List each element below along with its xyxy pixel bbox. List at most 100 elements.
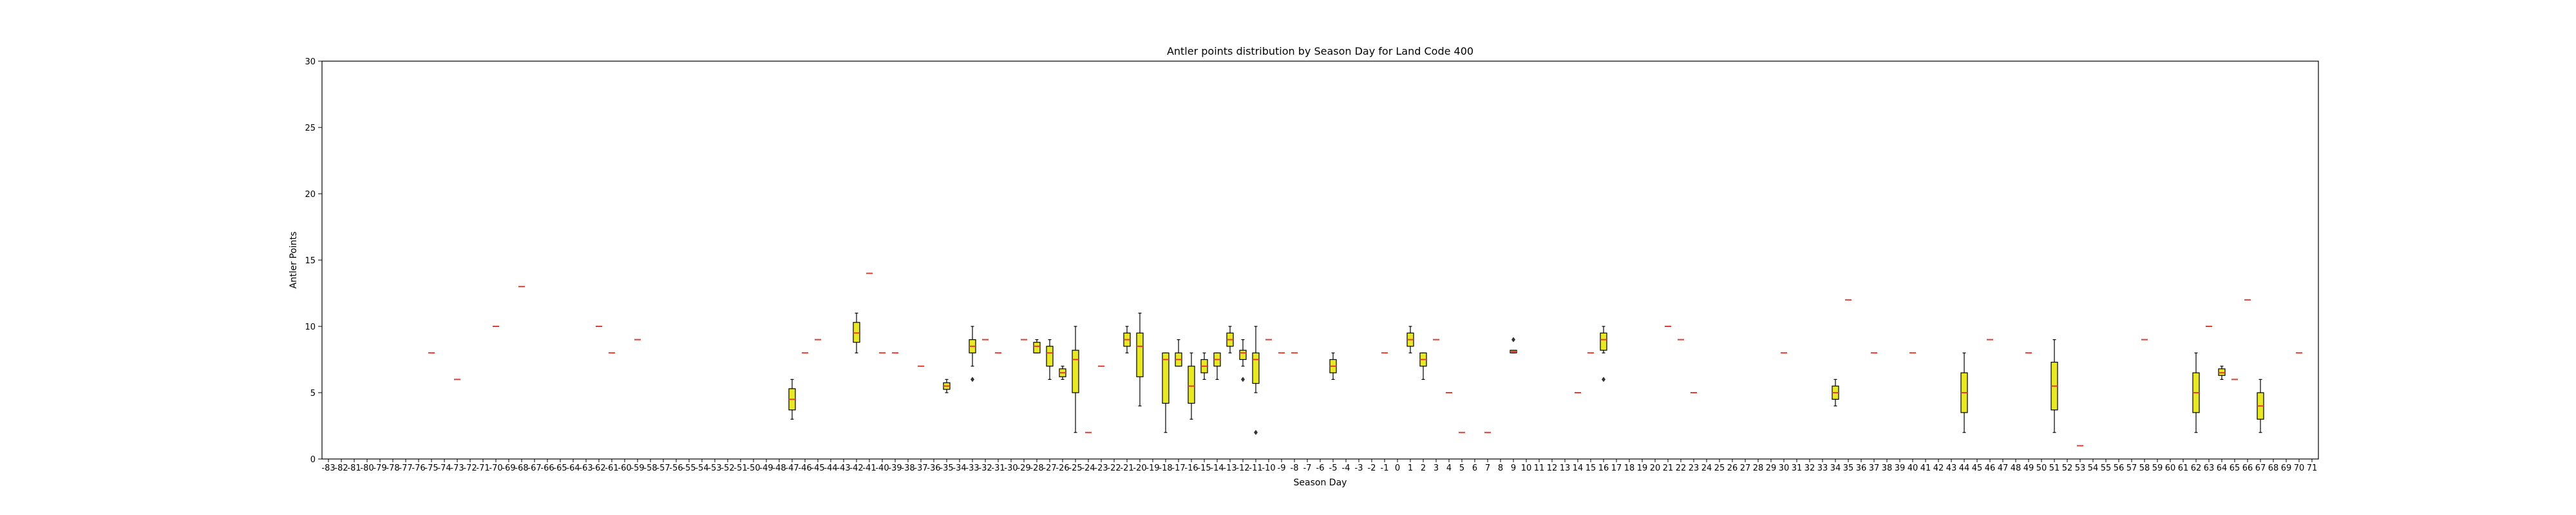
- x-tick-label: 36: [1856, 464, 1867, 473]
- x-tick-label: -48: [772, 464, 786, 473]
- box-iqr: [1046, 346, 1054, 367]
- x-tick-label: -44: [824, 464, 837, 473]
- box-day--35: [943, 379, 951, 393]
- x-tick-label: 65: [2230, 464, 2240, 473]
- x-tick-label: -69: [502, 464, 515, 473]
- x-tick-label: -19: [1146, 464, 1159, 473]
- x-tick-label: -36: [927, 464, 940, 473]
- x-tick-label: 53: [2075, 464, 2086, 473]
- y-tick-label: 5: [310, 389, 316, 398]
- box-day--20: [1136, 312, 1144, 407]
- box-iqr: [853, 322, 860, 343]
- x-tick-label: -62: [592, 464, 605, 473]
- x-tick-label: -37: [914, 464, 927, 473]
- outlier-point: [971, 377, 974, 382]
- x-tick-label: 41: [1920, 464, 1931, 473]
- box-iqr: [1252, 352, 1260, 384]
- box-day--17: [1175, 339, 1182, 367]
- box-day-1: [1406, 326, 1414, 353]
- x-tick-label: 37: [1869, 464, 1880, 473]
- x-tick-label: -50: [746, 464, 760, 473]
- box-iqr: [1072, 350, 1079, 393]
- x-tick-label: 24: [1701, 464, 1712, 473]
- x-tick-label: -82: [334, 464, 348, 473]
- box-day-67: [2257, 379, 2264, 433]
- x-tick-label: 30: [1779, 464, 1790, 473]
- x-tick-label: -53: [708, 464, 721, 473]
- outlier-point: [1241, 377, 1245, 382]
- x-tick-label: 61: [2178, 464, 2189, 473]
- box-day--33: [969, 326, 976, 382]
- box-day-51: [2050, 339, 2058, 433]
- x-axis-label: Season Day: [1294, 478, 1347, 488]
- box-iqr: [1188, 366, 1195, 404]
- x-tick-label: -61: [605, 464, 618, 473]
- x-tick-label: -77: [399, 464, 412, 473]
- x-tick-label: 49: [2023, 464, 2034, 473]
- x-tick-label: 6: [1472, 464, 1477, 473]
- x-tick-label: 51: [2049, 464, 2060, 473]
- box-day--28: [1033, 339, 1041, 353]
- x-tick-label: -47: [785, 464, 799, 473]
- y-tick-label: 0: [310, 455, 316, 465]
- x-tick-label: 14: [1573, 464, 1584, 473]
- box-day-9: [1510, 337, 1517, 353]
- x-tick-label: -76: [412, 464, 425, 473]
- box-day--13: [1226, 326, 1234, 353]
- x-axis-ticks: -83-82-81-80-79-78-77-76-75-74-73-72-71-…: [321, 459, 2317, 473]
- y-axis-label: Antler Points: [289, 232, 299, 289]
- x-tick-label: -32: [978, 464, 992, 473]
- x-tick-label: -81: [347, 464, 361, 473]
- x-tick-label: -41: [862, 464, 876, 473]
- x-tick-label: 46: [1985, 464, 1996, 473]
- box-iqr: [1033, 342, 1041, 353]
- x-tick-label: -17: [1171, 464, 1185, 473]
- x-tick-label: -73: [450, 464, 464, 473]
- x-tick-label: -68: [515, 464, 528, 473]
- box-day--47: [788, 379, 796, 420]
- y-axis-ticks: 0 5 10 15 20 25 30: [305, 57, 322, 465]
- x-tick-label: -49: [759, 464, 773, 473]
- x-tick-label: 19: [1637, 464, 1648, 473]
- x-tick-label: 67: [2255, 464, 2266, 473]
- y-tick-label: 15: [305, 256, 316, 266]
- x-tick-label: 43: [1946, 464, 1957, 473]
- x-tick-label: -66: [540, 464, 554, 473]
- x-tick-label: 64: [2217, 464, 2228, 473]
- x-tick-label: 35: [1843, 464, 1854, 473]
- x-tick-label: -71: [476, 464, 489, 473]
- box-day-62: [2192, 352, 2200, 433]
- x-tick-label: -7: [1303, 464, 1312, 473]
- x-tick-label: -6: [1316, 464, 1325, 473]
- box-day-44: [1960, 352, 1968, 433]
- x-tick-label: 21: [1663, 464, 1674, 473]
- box-day-64: [2218, 366, 2226, 380]
- x-tick-label: -35: [940, 464, 953, 473]
- x-tick-label: -55: [682, 464, 696, 473]
- x-tick-label: -30: [1004, 464, 1018, 473]
- x-tick-label: -83: [321, 464, 335, 473]
- x-tick-label: -57: [656, 464, 670, 473]
- x-tick-label: -20: [1133, 464, 1146, 473]
- box-day--5: [1329, 352, 1337, 380]
- x-tick-label: -70: [489, 464, 502, 473]
- x-tick-label: 29: [1766, 464, 1777, 473]
- box-day--25: [1072, 326, 1079, 433]
- x-tick-label: 10: [1521, 464, 1532, 473]
- x-tick-label: 22: [1676, 464, 1687, 473]
- box-iqr: [1162, 352, 1170, 404]
- x-tick-label: -10: [1262, 464, 1275, 473]
- x-tick-label: 66: [2242, 464, 2253, 473]
- x-tick-label: -34: [952, 464, 966, 473]
- box-day--27: [1046, 339, 1054, 380]
- x-tick-label: 0: [1395, 464, 1400, 473]
- box-day--14: [1213, 352, 1221, 380]
- x-tick-label: 5: [1459, 464, 1464, 473]
- box-day--12: [1239, 339, 1247, 382]
- box-day--26: [1059, 366, 1066, 380]
- chart-title: Antler points distribution by Season Day…: [1167, 45, 1473, 57]
- x-tick-label: -33: [965, 464, 979, 473]
- outlier-point: [1254, 429, 1258, 435]
- x-tick-label: 25: [1714, 464, 1725, 473]
